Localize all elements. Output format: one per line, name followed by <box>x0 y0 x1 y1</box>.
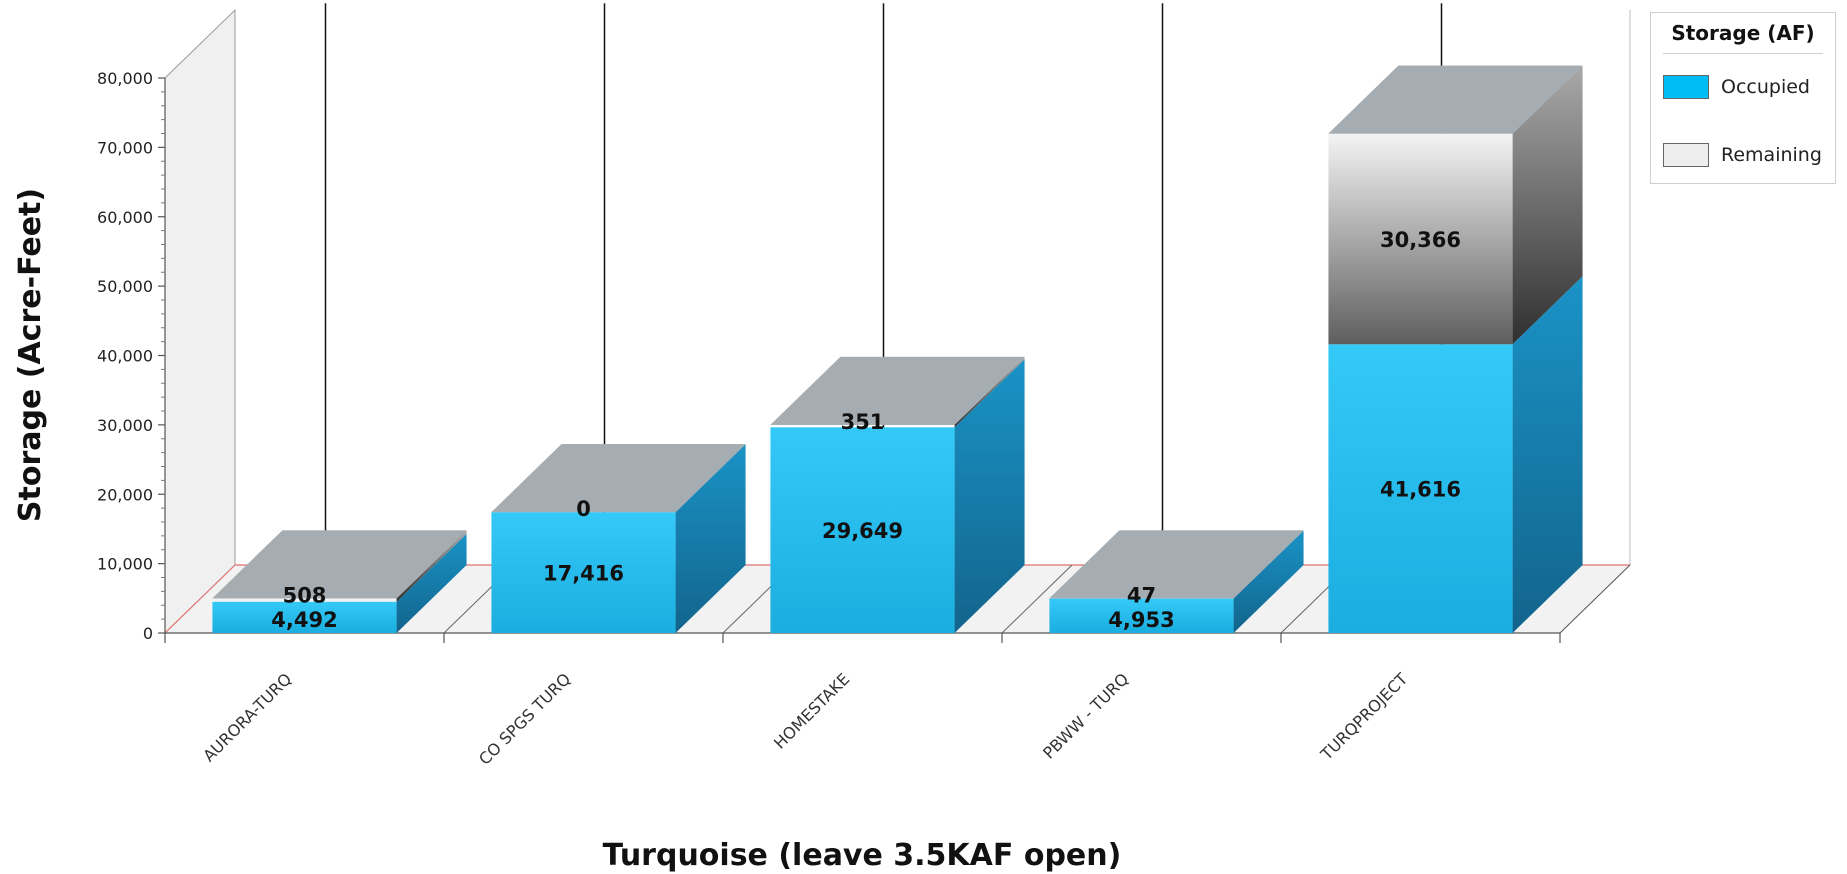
bar-top-cap <box>491 444 746 513</box>
legend-label-occupied: Occupied <box>1721 76 1810 98</box>
y-axis-title: Storage (Acre-Feet) <box>13 188 48 522</box>
y-tick-label: 20,000 <box>97 485 153 504</box>
remaining-value-label: 30,366 <box>1380 228 1461 252</box>
remaining-value-label: 0 <box>576 497 591 521</box>
occupied-bar-side <box>1512 276 1583 633</box>
floor-right-edge <box>1559 564 1631 634</box>
x-tick-label: AURORA-TURQ <box>199 669 295 765</box>
legend-divider <box>1663 53 1823 54</box>
y-tick-label: 0 <box>143 624 153 643</box>
x-tick-label: TURQPROJECT <box>1316 669 1411 764</box>
y-tick-label: 50,000 <box>97 277 153 296</box>
bar-4[interactable] <box>1049 530 1304 633</box>
occupied-value-label: 41,616 <box>1380 478 1461 502</box>
occupied-value-label: 4,953 <box>1108 608 1174 632</box>
occupied-bar-side <box>954 359 1025 633</box>
bar-top-cap <box>1049 530 1304 599</box>
legend-item-remaining[interactable]: Remaining <box>1663 141 1822 169</box>
y-axis: 0 10,000 20,000 30,000 40,000 50,000 60,000 70,… <box>97 69 166 643</box>
legend-swatch-remaining <box>1663 143 1709 167</box>
bar-top-cap <box>212 530 467 599</box>
occupied-bar-front <box>1049 598 1234 633</box>
occupied-bar-front <box>212 601 397 633</box>
occupied-value-label: 4,492 <box>271 608 337 632</box>
bar-top-cap <box>1328 65 1583 134</box>
legend-item-occupied[interactable]: Occupied <box>1663 73 1810 101</box>
legend: Storage (AF) Occupied Remaining <box>1650 12 1836 184</box>
remaining-bar-side <box>954 356 1025 428</box>
remaining-value-label: 351 <box>841 410 885 434</box>
left-wall <box>164 8 236 635</box>
x-axis-title: Turquoise (leave 3.5KAF open) <box>603 838 1122 873</box>
bar-2[interactable] <box>491 444 746 633</box>
bar-1[interactable] <box>212 530 467 633</box>
occupied-bar-side <box>675 444 746 633</box>
bar-3[interactable] <box>770 356 1025 633</box>
legend-swatch-occupied <box>1663 75 1709 99</box>
y-tick-label: 40,000 <box>97 347 153 366</box>
x-tick-label: HOMESTAKE <box>770 669 853 752</box>
occupied-value-label: 29,649 <box>822 519 903 543</box>
y-tick-label: 30,000 <box>97 416 153 435</box>
remaining-bar-side <box>396 530 467 602</box>
floor-divider <box>1001 564 1073 634</box>
bar-series <box>212 3 1583 633</box>
floor-left-edge <box>164 564 236 634</box>
x-tick-label: PBWW - TURQ <box>1039 669 1132 762</box>
remaining-value-label: 508 <box>283 583 327 607</box>
remaining-bar-front <box>1328 133 1513 345</box>
remaining-value-label: 47 <box>1127 583 1156 607</box>
occupied-bar-front <box>1328 344 1513 633</box>
bar-5[interactable] <box>1328 65 1583 633</box>
x-tick-label: CO SPGS TURQ <box>475 669 574 768</box>
y-tick-label: 10,000 <box>97 555 153 574</box>
remaining-bar-side <box>1233 530 1304 599</box>
bar-top-cap <box>770 356 1025 425</box>
remaining-bar-side <box>1512 65 1583 345</box>
occupied-value-label: 17,416 <box>543 562 624 586</box>
occupied-bar-side <box>396 533 467 633</box>
legend-title: Storage (AF) <box>1671 21 1815 45</box>
y-tick-label: 70,000 <box>97 138 153 157</box>
legend-label-remaining: Remaining <box>1721 144 1822 166</box>
occupied-bar-front <box>491 512 676 633</box>
occupied-bar-front <box>770 427 955 633</box>
y-tick-label: 60,000 <box>97 208 153 227</box>
y-tick-label: 80,000 <box>97 69 153 88</box>
occupied-bar-side <box>1233 530 1304 633</box>
